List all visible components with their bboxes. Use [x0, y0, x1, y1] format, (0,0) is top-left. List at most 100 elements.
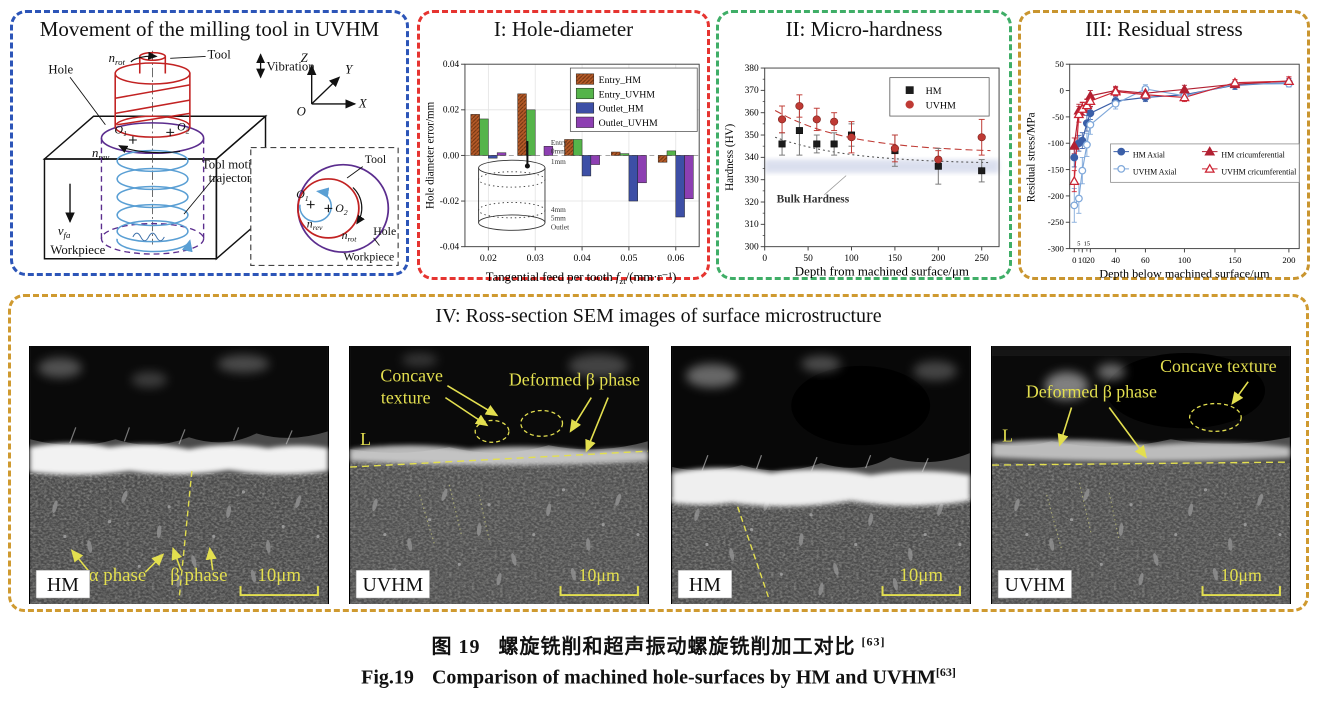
panel-movement: Movement of the milling tool in UVHM — [10, 10, 409, 276]
svg-text:10: 10 — [1078, 255, 1087, 265]
svg-text:nrot: nrot — [109, 51, 126, 67]
svg-text:200: 200 — [931, 254, 946, 264]
vibration-label: Vibration — [266, 60, 315, 74]
svg-text:150: 150 — [1228, 255, 1242, 265]
bar-ylabel: Hole diameter error/mm — [425, 101, 437, 209]
svg-text:0.04: 0.04 — [574, 253, 591, 264]
svg-text:Tool motion: Tool motion — [202, 158, 265, 172]
svg-text:HM: HM — [926, 86, 942, 97]
svg-text:0: 0 — [1059, 85, 1064, 95]
bar-plot-area: 0.04 0.02 0.00 -0.02 -0.04 0.02 0.03 0.04 0.05 0.… — [440, 59, 700, 264]
caption-zh: 图 19 螺旋铣削和超声振动螺旋铣削加工对比 [63] — [431, 634, 886, 658]
hardness-plot-area: 300 310 320 330 340 350 360 370 380 0 50 100 150 200 2… — [745, 64, 1000, 264]
svg-text:340: 340 — [745, 153, 760, 163]
svg-text:O1: O1 — [115, 124, 128, 139]
sem1-annotations: α phase β phase 10μm — [70, 470, 319, 601]
svg-text:5mm: 5mm — [551, 215, 566, 223]
deformed-beta-label: Deformed β phase — [1026, 382, 1157, 402]
svg-text:Entry_HM: Entry_HM — [599, 75, 642, 86]
svg-text:nrot: nrot — [342, 229, 358, 244]
svg-text:trajectory: trajectory — [209, 171, 259, 185]
hole-outline — [100, 122, 205, 255]
tool-label: Tool — [208, 47, 232, 61]
svg-text:Tool: Tool — [365, 153, 386, 166]
trajectory-inset: O1 O2 nrev nrot Tool Hole Workpiece — [250, 147, 399, 266]
svg-text:O: O — [297, 104, 306, 118]
scale-bar-label: 10μm — [579, 565, 620, 585]
helix-trajectory — [116, 149, 193, 253]
svg-text:Outlet_UVHM: Outlet_UVHM — [599, 118, 658, 129]
hardness-ylabel: Hardness (HV) — [724, 124, 736, 191]
svg-text:330: 330 — [745, 176, 760, 186]
svg-text:60: 60 — [1141, 255, 1150, 265]
concave-texture-label: Concave texture — [1160, 356, 1277, 376]
svg-text:200: 200 — [1282, 255, 1296, 265]
coordinate-axes — [306, 64, 357, 109]
svg-text:0.00: 0.00 — [443, 150, 460, 160]
svg-text:15: 15 — [1084, 241, 1090, 248]
residual-stress-title: III: Residual stress — [1085, 17, 1243, 41]
svg-text:Entry_UVHM: Entry_UVHM — [599, 89, 656, 100]
svg-text:0mm: 0mm — [551, 148, 566, 156]
sem-image-uvhm-2: Deformed β phase Concave texture L 10μm … — [991, 346, 1291, 604]
hole-diameter-chart: 0.04 0.02 0.00 -0.02 -0.04 0.02 0.03 0.04 0.05 0.… — [425, 59, 700, 286]
svg-text:Y: Y — [345, 63, 354, 77]
panel-movement-title: Movement of the milling tool in UVHM — [39, 17, 380, 41]
svg-text:HM cricumferential: HM cricumferential — [1221, 150, 1285, 159]
caption-en: Fig.19 Comparison of machined hole-surfac… — [361, 665, 956, 689]
hardness-legend: HM UVHM — [889, 77, 990, 117]
svg-text:UVHM cricumferential: UVHM cricumferential — [1221, 168, 1297, 177]
stress-ylabel: Residual stress/MPa — [1026, 112, 1038, 202]
svg-text:nrev: nrev — [92, 146, 109, 162]
hardness-xlabel: Depth from machined surface/μm — [795, 265, 969, 279]
panel-hole-diameter: I: Hole-diameter 0.04 0.02 0.00 -0.02 -0.04 0… — [417, 10, 710, 286]
svg-text:300: 300 — [745, 243, 760, 253]
svg-text:-0.04: -0.04 — [440, 242, 460, 252]
alpha-phase-label: α phase — [89, 565, 147, 586]
sem3-annotations: 10μm — [736, 506, 961, 601]
svg-text:360: 360 — [745, 109, 760, 119]
deformed-beta-label: Deformed β phase — [509, 370, 640, 390]
svg-text:150: 150 — [888, 254, 903, 264]
svg-text:HM Axial: HM Axial — [1133, 150, 1166, 159]
svg-text:Bulk Hardness: Bulk Hardness — [777, 194, 850, 206]
figure-caption: 图 19 螺旋铣削和超声振动螺旋铣削加工对比 [63] Fig.19 Compari… — [0, 630, 1317, 690]
line-l-label: L — [360, 429, 371, 449]
sem-image-hm-1: α phase β phase 10μm HM — [29, 346, 329, 604]
svg-text:40: 40 — [1111, 255, 1120, 265]
diagram-labels: nrot Tool Vibration Hole nrev O1 O2 vfa … — [48, 47, 315, 256]
svg-text:Entry: Entry — [551, 139, 568, 147]
svg-text:0.03: 0.03 — [527, 253, 544, 264]
sem2-method-label: UVHM — [363, 574, 424, 596]
svg-text:0.06: 0.06 — [667, 253, 684, 264]
svg-text:5: 5 — [1077, 241, 1080, 248]
stress-legend: HM Axial UVHM Axial HM cricumferential U… — [1110, 143, 1300, 183]
svg-text:0: 0 — [1072, 255, 1077, 265]
svg-text:50: 50 — [1055, 59, 1064, 69]
svg-text:370: 370 — [745, 86, 760, 96]
svg-text:100: 100 — [844, 254, 859, 264]
stress-xlabel: Depth below machined surface/μm — [1099, 266, 1270, 280]
panel-micro-hardness: II: Micro-hardness 300 310 320 330 340 350 360… — [716, 10, 1012, 280]
svg-text:350: 350 — [745, 131, 760, 141]
sem-image-hm-2: 10μm HM — [671, 346, 971, 604]
scale-bar-label: 10μm — [899, 565, 943, 586]
hole-label: Hole — [48, 63, 73, 77]
svg-text:-0.02: -0.02 — [440, 196, 460, 206]
svg-text:0: 0 — [762, 254, 767, 264]
svg-text:-200: -200 — [1048, 191, 1065, 201]
svg-text:4mm: 4mm — [551, 206, 566, 214]
beta-phase-label: β phase — [170, 565, 227, 586]
svg-text:50: 50 — [803, 254, 813, 264]
panel-residual-stress: III: Residual stress 50 0 -50 -100 -150 -200-… — [1018, 10, 1310, 280]
bulk-hardness-annotation: Bulk Hardness — [777, 175, 850, 206]
svg-text:320: 320 — [745, 198, 760, 208]
scale-bar-label: 10μm — [1221, 565, 1262, 585]
svg-text:O2: O2 — [335, 202, 348, 217]
sem3-method-label: HM — [689, 574, 721, 596]
svg-text:Z: Z — [301, 51, 309, 65]
sem1-method-label: HM — [47, 574, 79, 596]
sem2-annotations: Concave texture Deformed β phase L 10μm — [350, 366, 648, 597]
